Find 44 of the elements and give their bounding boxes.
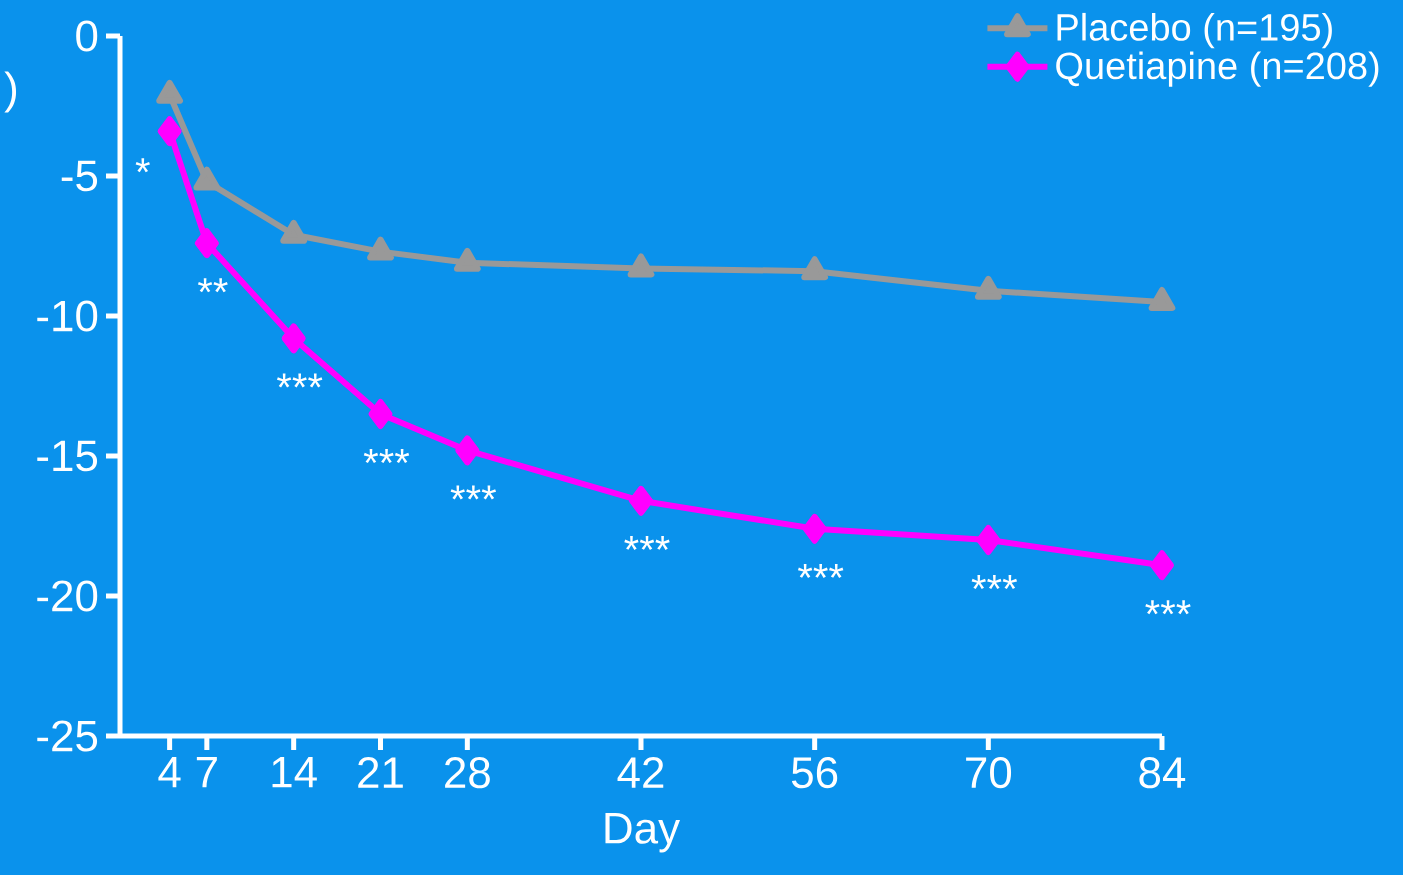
point: [627, 253, 655, 278]
annotation: *: [135, 158, 150, 173]
x-tick-label: 7: [196, 757, 217, 788]
annotation: ***: [276, 373, 323, 388]
point: [976, 525, 1001, 555]
annotation: ***: [363, 449, 410, 464]
point: [802, 513, 827, 544]
annotation: **: [197, 278, 228, 293]
x-tick-label: 14: [272, 757, 317, 788]
annotation: ***: [797, 563, 844, 578]
point: [974, 275, 1002, 300]
annotation: ***: [624, 535, 670, 550]
legend-label: Quetiapine (n=208): [1056, 51, 1379, 87]
x-tick-label: 56: [791, 757, 838, 789]
y-tick-label: -20: [37, 580, 98, 612]
point: [156, 79, 184, 104]
point: [1149, 550, 1174, 581]
x-tick-label: 84: [1139, 757, 1186, 789]
point: [367, 236, 394, 261]
point: [1148, 287, 1176, 311]
y-axis-title: ): [4, 71, 17, 113]
point: [801, 256, 829, 281]
annotation: ***: [1145, 600, 1191, 615]
y-tick-label: -25: [37, 720, 98, 752]
point: [453, 247, 481, 272]
point: [628, 485, 653, 516]
x-tick-label: 42: [617, 757, 664, 788]
x-tick-label: 28: [445, 757, 490, 789]
annotation: ***: [971, 575, 1018, 590]
point: [281, 323, 306, 354]
point: [455, 435, 480, 466]
y-tick-label: -15: [37, 440, 98, 472]
x-axis-title: Day: [605, 813, 681, 853]
x-tick-label: 4: [158, 757, 181, 788]
point: [280, 219, 308, 244]
y-tick-label: 0: [76, 20, 98, 52]
y-tick-label: -5: [61, 160, 98, 192]
x-tick-label: 70: [966, 757, 1012, 789]
x-tick-label: 21: [358, 757, 403, 788]
point: [368, 399, 393, 429]
point: [193, 166, 221, 191]
y-tick-label: -10: [37, 300, 98, 332]
annotation: ***: [450, 485, 497, 500]
legend-label: Placebo (n=195): [1057, 12, 1332, 49]
